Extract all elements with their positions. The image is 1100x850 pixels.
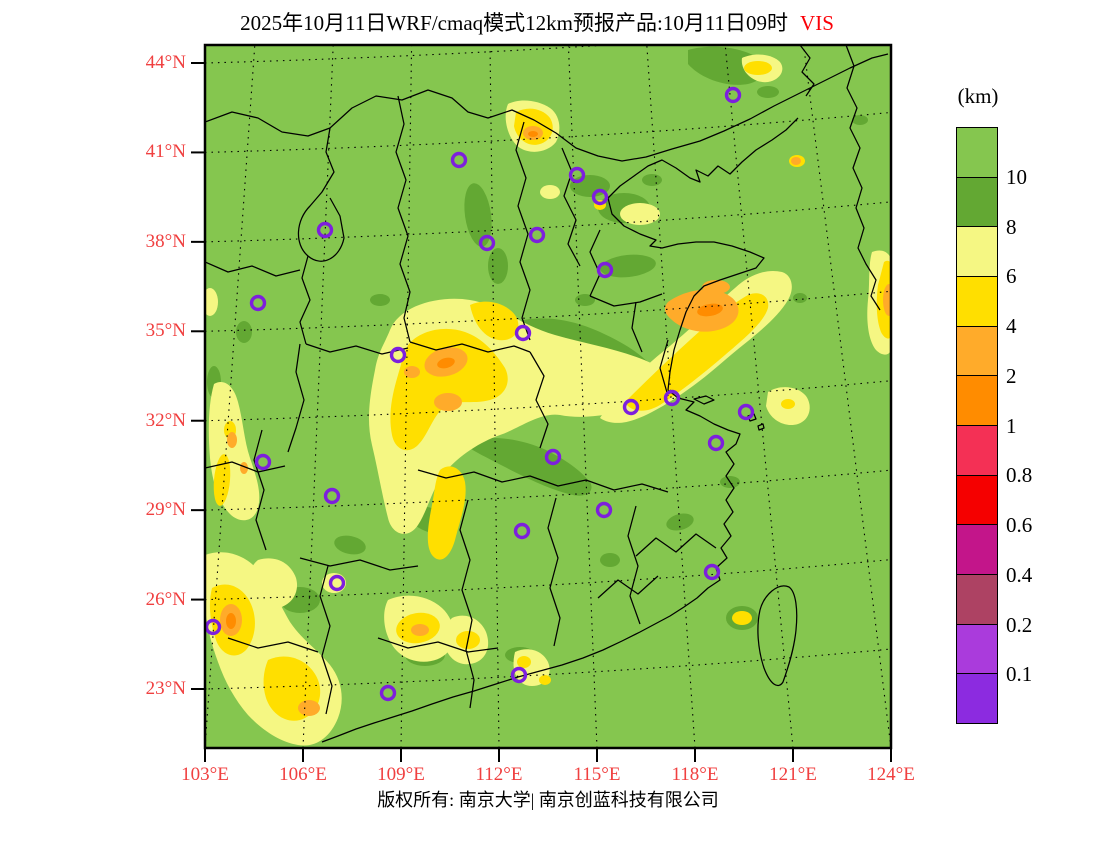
- colorbar-swatches: [956, 127, 998, 724]
- colorbar-segment: [957, 425, 997, 475]
- title-variable-highlight: VIS: [800, 11, 834, 35]
- map-frame: [203, 43, 893, 750]
- colorbar-tick-label: 4: [1006, 314, 1017, 338]
- copyright-footer: 版权所有: 南京大学| 南京创蓝科技有限公司: [377, 790, 719, 810]
- station-circle-marker: [249, 294, 267, 312]
- station-circle-marker: [568, 166, 586, 184]
- colorbar-tick-label: 0.6: [1006, 513, 1033, 537]
- lon-axis-label: 115°E: [573, 764, 621, 785]
- colorbar-tick-label: 1: [1006, 413, 1017, 438]
- colorbar-segment: [957, 325, 997, 376]
- station-circle-marker: [595, 501, 613, 519]
- colorbar-tick-label: 0.8: [1006, 463, 1033, 488]
- colorbar-tick-label: 0.2: [1006, 612, 1033, 637]
- station-circle-marker: [596, 261, 614, 279]
- station-circle-marker: [510, 666, 528, 684]
- station-circle-marker: [323, 487, 341, 505]
- station-circle-marker: [379, 684, 397, 702]
- lat-axis-label: 38°N: [145, 230, 186, 252]
- colorbar-tick-label: 0.1: [1006, 662, 1033, 687]
- station-circle-marker: [707, 434, 725, 452]
- lon-axis-label: 112°E: [475, 764, 523, 785]
- colorbar-tick-label: 6: [1006, 264, 1017, 289]
- visibility-1-2-layer: [226, 131, 723, 629]
- station-circle-marker: [389, 346, 407, 364]
- station-circle-marker: [622, 398, 640, 416]
- station-circle-marker: [478, 234, 496, 252]
- station-circle-marker: [450, 151, 468, 169]
- station-circle-marker: [316, 221, 334, 239]
- page-title: 2025年10月11日WRF/cmaq模式12km预报产品:10月11日09时 V…: [0, 7, 1074, 37]
- station-circle-marker: [205, 618, 222, 636]
- colorbar-segment: [957, 128, 997, 177]
- meridian-line: [724, 45, 794, 748]
- colorbar-segment: [957, 176, 997, 227]
- colorbar-tick-label: 0.4: [1006, 562, 1033, 587]
- station-circle-marker: [328, 574, 346, 592]
- station-circle-marker: [703, 563, 721, 581]
- colorbar-segment: [957, 276, 997, 326]
- meridian-line: [205, 45, 256, 748]
- colorbar-tick-label: 2: [1006, 363, 1017, 388]
- station-circle-marker: [737, 403, 755, 421]
- lat-axis-label: 35°N: [145, 320, 186, 342]
- axis-ticks: [191, 62, 893, 762]
- station-markers: [205, 86, 755, 702]
- station-circle-marker: [513, 522, 531, 540]
- colorbar-segment: [957, 673, 997, 724]
- colorbar-segment: [957, 474, 997, 525]
- meridian-line: [400, 45, 413, 748]
- colorbar-unit-label: (km): [957, 84, 999, 108]
- station-circle-marker: [724, 86, 742, 104]
- colorbar-segment: [957, 524, 997, 575]
- meridian-line: [567, 45, 598, 748]
- station-circle-marker: [254, 453, 272, 471]
- colorbar-segment: [957, 226, 997, 277]
- meridian-line: [302, 45, 334, 748]
- lat-axis-label: 23°N: [145, 678, 186, 699]
- meridian-line: [489, 45, 500, 748]
- lon-axis-label: 124°E: [867, 764, 915, 785]
- lat-axis-label: 32°N: [145, 409, 186, 431]
- colorbar-tick-label: 8: [1006, 214, 1017, 239]
- lat-axis-label: 26°N: [145, 588, 186, 610]
- meridian-line: [803, 45, 891, 748]
- station-circle-marker: [663, 389, 681, 407]
- colorbar-segment: [957, 574, 997, 624]
- visibility-4-6-layer: [209, 61, 891, 721]
- lon-axis-label: 103°E: [181, 764, 229, 785]
- station-circle-marker: [591, 188, 609, 206]
- station-circle-marker: [514, 324, 532, 342]
- lat-axis-label: 41°N: [145, 141, 186, 163]
- province-borders: [205, 45, 889, 743]
- lat-axis-label: 29°N: [145, 499, 186, 521]
- title-text: 2025年10月11日WRF/cmaq模式12km预报产品:10月11日09时: [240, 11, 789, 35]
- lon-axis-label: 109°E: [377, 764, 425, 785]
- colorbar-tick-label: 10: [1006, 164, 1027, 189]
- station-circle-marker: [544, 448, 562, 466]
- station-circle-marker: [528, 226, 546, 244]
- meridian-line: [646, 45, 696, 748]
- lon-axis-label: 118°E: [671, 764, 719, 785]
- graticule: [205, 45, 891, 748]
- lon-axis-label: 121°E: [769, 764, 817, 785]
- lat-axis-label: 44°N: [145, 52, 186, 73]
- colorbar-segment: [957, 623, 997, 674]
- lon-axis-label: 106°E: [279, 764, 327, 785]
- colorbar-segment: [957, 375, 997, 426]
